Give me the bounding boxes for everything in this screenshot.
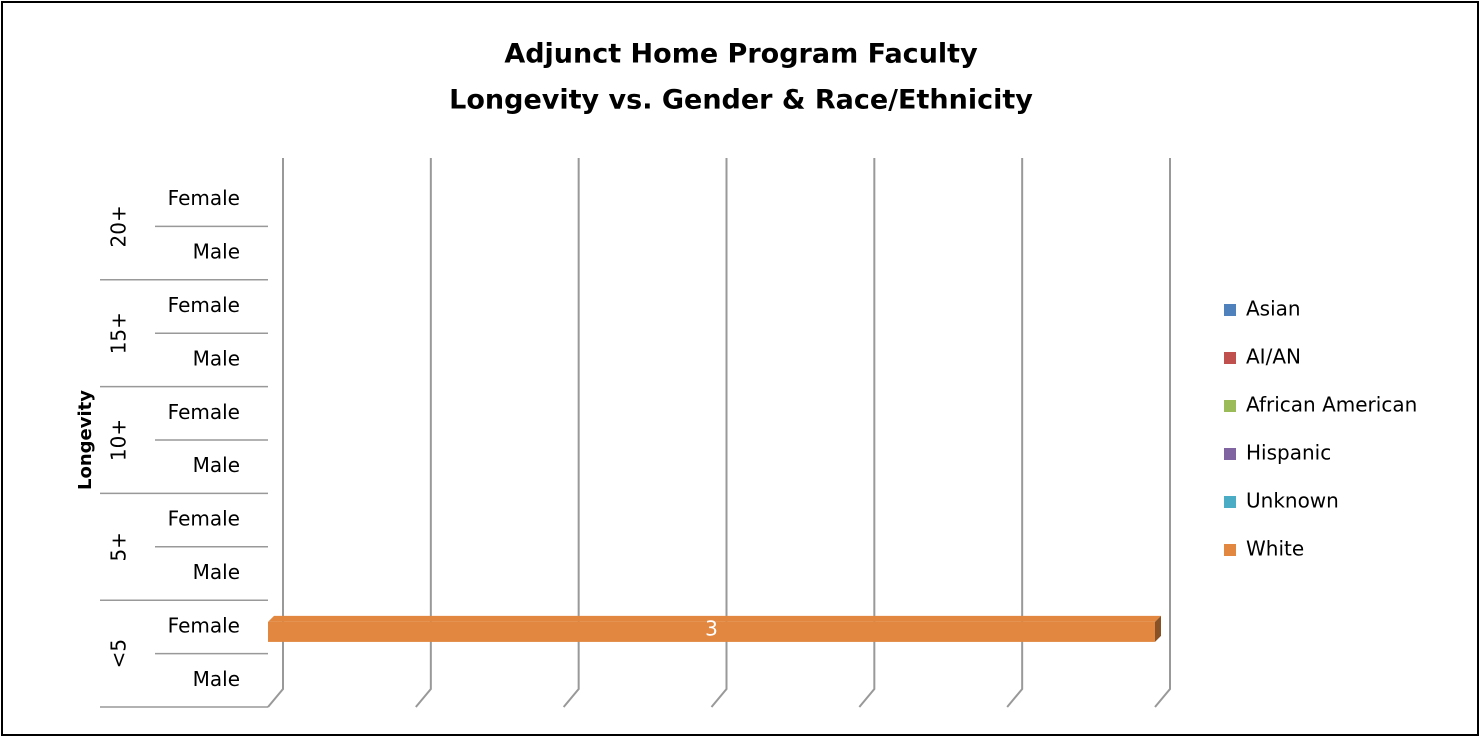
group-label: 5+ <box>107 532 131 561</box>
legend-swatch <box>1224 352 1236 364</box>
category-label: Female <box>168 186 240 210</box>
group-label: <5 <box>107 639 131 668</box>
legend-swatch <box>1224 400 1236 412</box>
legend-label: African American <box>1246 393 1417 417</box>
category-label: Female <box>168 507 240 531</box>
legend-swatch <box>1224 496 1236 508</box>
category-label: Female <box>168 613 240 637</box>
legend-swatch <box>1224 544 1236 556</box>
category-label: Male <box>193 560 240 584</box>
y-axis-label: Longevity <box>75 390 96 490</box>
grid-line <box>858 158 876 708</box>
grid-line <box>1154 158 1171 708</box>
chart-title: Longevity vs. Gender & Race/Ethnicity <box>449 85 1033 116</box>
group-label: 15+ <box>107 312 131 354</box>
grid-line <box>1006 158 1024 708</box>
category-label: Female <box>168 400 240 424</box>
legend-label: Asian <box>1246 297 1301 321</box>
legend-label: Unknown <box>1246 489 1339 513</box>
y-axis-wall <box>267 158 284 708</box>
category-label: Female <box>168 293 240 317</box>
grid-line <box>562 158 580 708</box>
legend-swatch <box>1224 304 1236 316</box>
bar <box>268 621 1155 642</box>
category-label: Male <box>193 346 240 370</box>
legend-label: Hispanic <box>1246 441 1331 465</box>
bar-top <box>268 615 1161 622</box>
bar-side <box>1155 615 1161 642</box>
legend-swatch <box>1224 448 1236 460</box>
category-label: Male <box>193 667 240 691</box>
legend-label: AI/AN <box>1246 345 1301 369</box>
category-label: Male <box>193 453 240 477</box>
category-label: Male <box>193 240 240 264</box>
grid-line <box>415 158 432 708</box>
group-label: 10+ <box>107 419 131 461</box>
grid-line <box>710 158 728 708</box>
data-label: 3 <box>705 616 718 640</box>
chart-title: Adjunct Home Program Faculty <box>504 39 978 70</box>
legend-label: White <box>1246 537 1304 561</box>
group-label: 20+ <box>107 205 131 247</box>
